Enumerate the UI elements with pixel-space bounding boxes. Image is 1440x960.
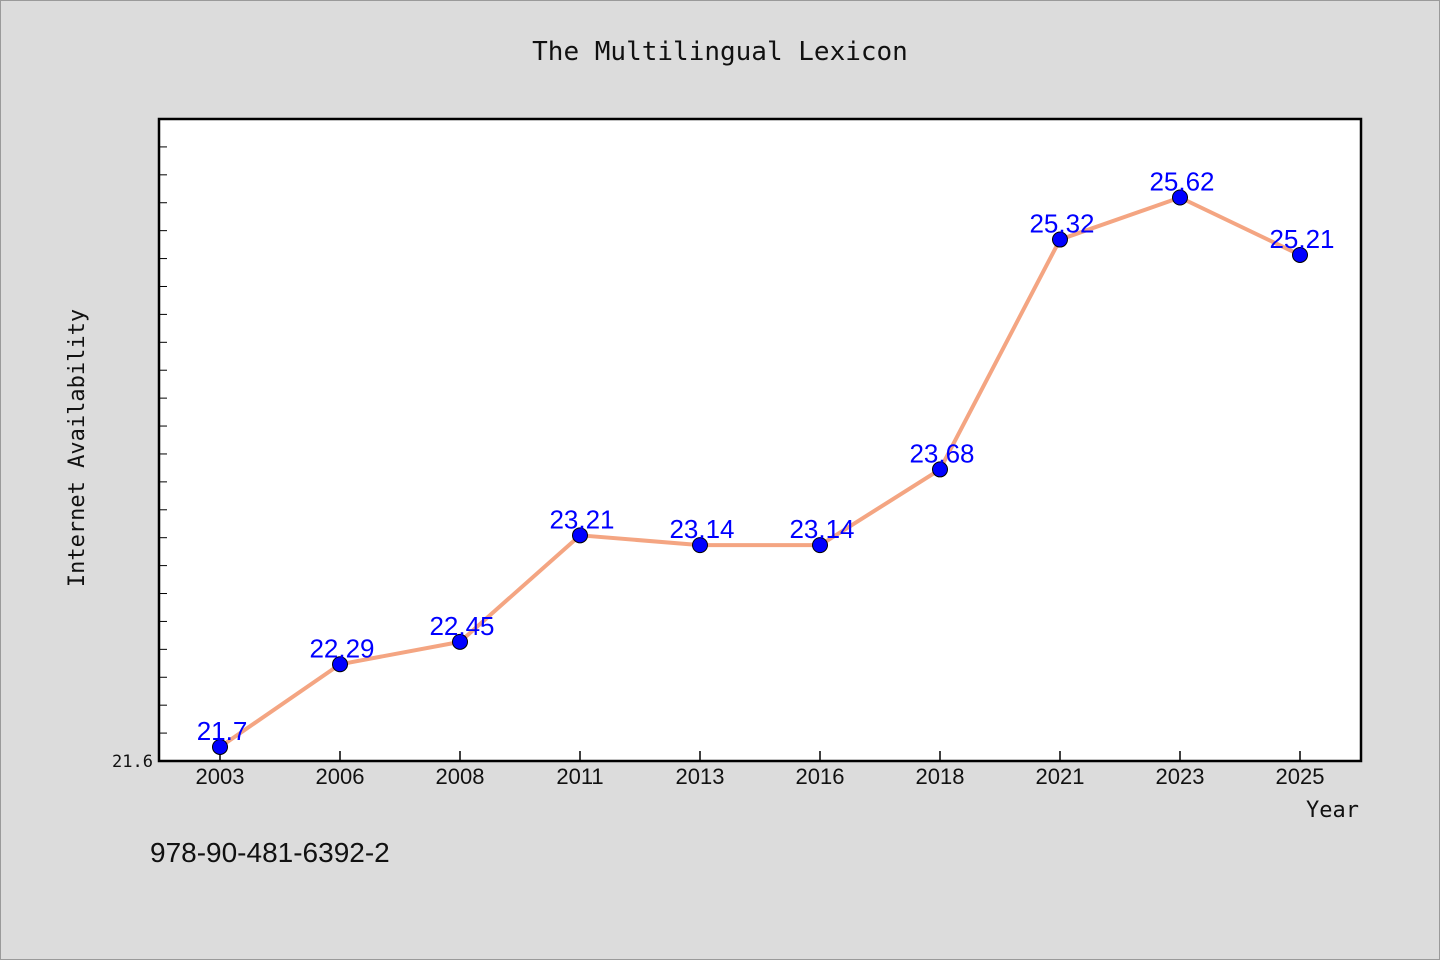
- data-label: 23.68: [909, 438, 974, 468]
- x-tick-label: 2006: [316, 764, 365, 789]
- data-label: 25.62: [1149, 166, 1214, 196]
- x-tick-label: 2021: [1036, 764, 1085, 789]
- isbn-text: 978-90-481-6392-2: [150, 837, 390, 868]
- data-label: 23.21: [549, 504, 614, 534]
- data-point: [932, 461, 948, 478]
- x-tick-label: 2023: [1156, 764, 1205, 789]
- data-label: 23.14: [789, 514, 854, 544]
- data-point: [692, 537, 708, 554]
- y-axis-tick-labels: 21.6: [112, 752, 153, 772]
- data-labels: 21.7 22.29 22.45 23.21 23.14 23.14 23.68 25.32 2…: [197, 166, 1335, 745]
- chart-title: The Multilingual Lexicon: [532, 37, 908, 67]
- x-axis-ticks: [219, 751, 1301, 761]
- data-point: [1292, 246, 1308, 263]
- x-tick-label: 2013: [676, 764, 725, 789]
- series-markers: [212, 189, 1308, 755]
- x-axis-label: Year: [1306, 798, 1359, 823]
- data-point: [1052, 231, 1068, 248]
- x-tick-label: 2003: [196, 764, 245, 789]
- x-tick-label: 2016: [796, 764, 845, 789]
- y-axis-label: Internet Availability: [65, 309, 90, 587]
- x-tick-label: 2011: [556, 764, 603, 789]
- series-line: [218, 195, 1302, 749]
- data-point: [572, 527, 588, 544]
- x-tick-label: 2018: [916, 764, 965, 789]
- plot-area: [157, 117, 1363, 763]
- data-label: 22.29: [309, 633, 374, 663]
- y-axis-ticks: [159, 146, 167, 734]
- x-tick-label: 2025: [1276, 764, 1325, 789]
- x-tick-label: 2008: [436, 764, 485, 789]
- data-point: [1172, 189, 1188, 206]
- data-label: 23.14: [669, 514, 734, 544]
- data-point: [212, 738, 228, 755]
- data-label: 25.21: [1269, 224, 1334, 254]
- data-point: [452, 633, 468, 650]
- x-axis-tick-labels: 2003 2006 2008 2011 2013 2016 2018 2021 2023 2025: [196, 764, 1325, 789]
- data-point: [332, 656, 348, 673]
- data-label: 25.32: [1029, 209, 1094, 239]
- data-label: 22.45: [429, 611, 494, 641]
- data-point: [812, 537, 828, 554]
- data-label: 21.7: [197, 716, 248, 746]
- y-tick-label: 21.6: [112, 752, 153, 772]
- series-lines: [218, 195, 1302, 749]
